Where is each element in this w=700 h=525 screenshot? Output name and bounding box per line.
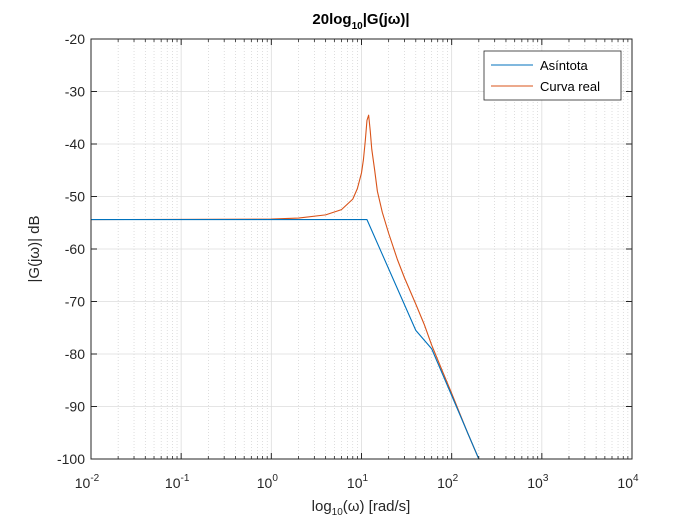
y-tick-label: -50 [65,189,85,205]
x-tick-label: 10-2 [75,473,100,491]
y-tick-label: -100 [57,451,85,467]
x-tick-label: 101 [347,473,369,491]
y-tick-labels: -20 -30 -40 -50 -60 -70 -80 -90 -100 [57,31,85,467]
legend[interactable]: Asíntota Curva real [483,50,622,101]
legend-label-curva-real: Curva real [540,79,600,94]
y-tick-label: -80 [65,346,85,362]
x-axis-label: log10(ω) [rad/s] [312,498,411,518]
y-axis-label: |G(jω)| dB [26,215,43,282]
ticks-layer [90,38,633,460]
y-tick-label: -60 [65,241,85,257]
x-tick-label: 100 [257,473,279,491]
series-curva-real-line [91,114,480,459]
x-tick-label: 104 [617,473,639,491]
legend-label-asintota: Asíntota [540,58,588,73]
x-tick-label: 102 [437,473,459,491]
y-tick-label: -40 [65,136,85,152]
legend-box [483,50,622,101]
major-grid [91,39,632,459]
chart-title: 20log10|G(jω)| [312,11,409,32]
y-tick-label: -20 [65,31,85,47]
y-tick-label: -70 [65,294,85,310]
series-layer [91,114,480,459]
y-tick-label: -30 [65,84,85,100]
series-asintota-line [91,219,480,459]
x-tick-labels: 10-2 10-1 100 101 102 103 104 [75,473,639,491]
x-tick-label: 10-1 [165,473,190,491]
y-tick-label: -90 [65,399,85,415]
x-tick-label: 103 [527,473,549,491]
